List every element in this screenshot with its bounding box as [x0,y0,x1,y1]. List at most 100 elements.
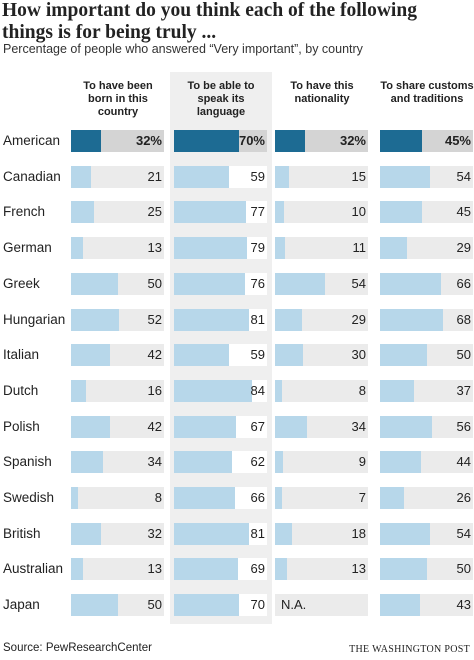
bar [380,130,422,152]
bar [71,272,118,295]
row-label: Canadian [3,168,61,184]
bar-value-label: 81 [250,525,265,541]
bar-value-missing: N.A. [281,597,307,613]
bar [380,558,427,581]
bar-value-label: 45% [444,133,471,148]
bar-value-label: 34 [351,418,366,434]
bar [380,201,422,224]
column-header: To share customs and traditions [380,80,474,105]
bar [174,594,240,617]
bar-track [71,237,164,260]
bar-value-label: 59 [250,168,265,184]
bar [275,272,326,295]
bar-value-label: 68 [456,311,471,327]
row-label: Italian [3,347,40,363]
bar-value-label: 8 [154,490,162,505]
row-label: German [3,240,52,256]
bar [174,308,250,331]
bar-value-label: 81 [250,311,265,327]
bar [71,594,118,617]
row-label: Australian [3,561,64,577]
row-label: American [3,133,61,148]
bar [380,594,420,617]
bar-value-label: 50 [456,347,471,363]
bar-value-label: 70% [238,133,265,148]
bar-value-label: 25 [147,204,162,220]
bar-value-label: 18 [351,525,366,541]
bar-value-label: 50 [456,561,471,577]
bar-value-label: 84 [250,382,265,398]
bar-value-label: 54 [456,525,471,541]
publisher-credit: THE WASHINGTON POST [349,644,470,655]
bar [71,558,84,581]
bar-value-label: 70 [250,597,265,613]
bar [275,522,292,545]
bar [71,165,91,188]
bar-track [275,594,368,617]
bar [174,379,253,402]
row-label: Spanish [3,454,52,470]
bar-value-label: 11 [352,240,367,256]
bar [174,201,246,224]
bar-value-label: 13 [351,561,366,577]
bar-value-label: 66 [250,490,265,505]
bar-value-label: 29 [351,311,366,327]
bar [275,415,307,438]
bar [380,272,442,295]
bar [275,308,302,331]
bar-value-label: 77 [250,204,265,220]
row-label: Japan [3,597,40,613]
row-label: Swedish [3,490,55,505]
row-label: French [3,204,46,220]
chart-title: How important do you think each of the f… [2,0,417,43]
bar-value-label: 13 [147,240,162,256]
bar-value-label: 69 [250,561,265,577]
bar [174,558,239,581]
bar [380,487,405,509]
bar [71,130,101,152]
bar-value-label: 13 [147,561,162,577]
bar-value-label: 56 [456,418,471,434]
bar [380,308,444,331]
bar-value-label: 50 [147,597,162,613]
bar [275,558,288,581]
bar-value-label: 50 [147,275,162,291]
bar [275,165,289,188]
bar [275,130,305,152]
row-label: British [3,525,41,541]
source-note: Source: PewResearchCenter [3,642,152,654]
row-label: Hungarian [3,311,66,327]
bar-value-label: 79 [250,240,265,256]
bar-value-label: 9 [358,454,366,470]
bar-value-label: 21 [147,168,162,184]
bar-track [275,558,368,581]
bar [174,237,248,260]
bar-track [275,165,368,188]
bar [380,379,415,402]
bar-value-label: 16 [147,382,162,398]
bar-value-label: 52 [147,311,162,327]
row-label: Polish [3,418,40,434]
bar [275,451,284,474]
bar [275,379,283,402]
bar [380,344,427,367]
bar-value-label: 42 [147,347,162,363]
bar-track [71,558,164,581]
bar-value-label: 37 [456,382,471,398]
bar-value-label: 45 [456,204,471,220]
bar [275,487,282,509]
bar-value-label: 54 [351,275,366,291]
bar-value-label: 32% [339,133,366,148]
row-label: Greek [3,275,40,291]
chart-subtitle: Percentage of people who answered “Very … [3,42,363,56]
bar-value-label: 34 [147,454,162,470]
bar-track [275,379,368,402]
bar [174,130,240,152]
bar-value-label: 67 [250,418,265,434]
bar-track [275,237,368,260]
bar-track [71,379,164,402]
bar-track [275,451,368,474]
bar-value-label: 29 [456,240,471,256]
bar [71,344,111,367]
bar [71,201,95,224]
